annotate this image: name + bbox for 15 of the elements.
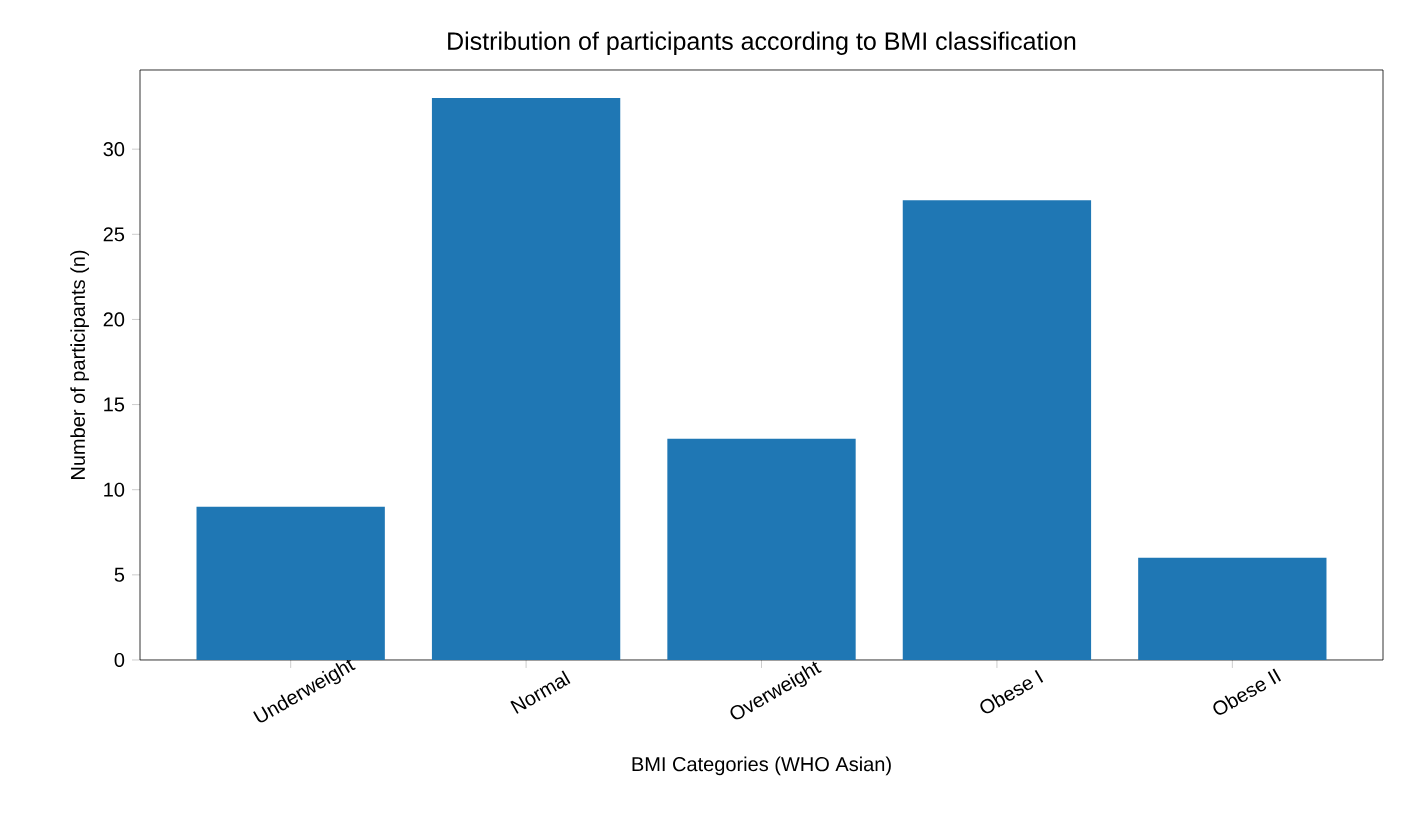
bar [667,438,856,660]
bar [431,98,621,660]
chart-title: Distribution of participants according to BMI classification [448,31,1076,55]
y-tick-label: 15 [104,397,125,412]
bar [902,200,1092,660]
y-tick-label: 5 [114,567,125,582]
y-tick-label: 0 [114,652,125,668]
x-axis-title: BMI Categories (WHO Asian) [632,756,891,776]
y-axis-title: Number of participants (n) [70,250,89,479]
bar [196,506,385,660]
y-tick-label: 30 [103,142,125,157]
y-tick-label: 20 [103,312,125,327]
y-tick-label: 10 [104,482,125,497]
y-tick-label: 25 [103,227,125,242]
bar [1138,557,1327,660]
